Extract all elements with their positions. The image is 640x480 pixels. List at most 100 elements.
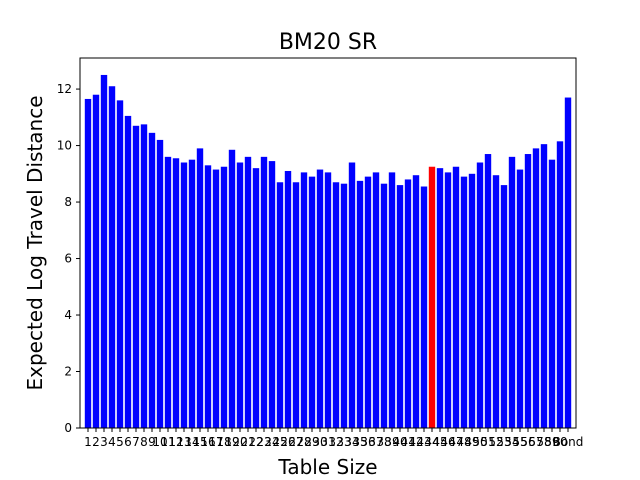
bar-5 — [116, 100, 124, 429]
x-tick-label-5: 5 — [116, 435, 124, 449]
bar-1 — [84, 98, 92, 428]
x-tick-label-6: 6 — [124, 435, 132, 449]
bar-57 — [532, 148, 540, 428]
x-tick-label-14: 14 — [184, 435, 199, 449]
bar-26 — [284, 170, 292, 429]
x-tick-label-2: 2 — [92, 435, 100, 449]
x-tick-label-55: 55 — [512, 435, 527, 449]
x-tick-label-58: 58 — [536, 435, 551, 449]
bar-8 — [140, 124, 148, 429]
x-tick-label-59: 59 — [544, 435, 559, 449]
x-tick-label-12: 12 — [168, 435, 183, 449]
x-tick-label-38: 38 — [376, 435, 391, 449]
bar-23 — [260, 156, 268, 428]
x-tick-label-40: 40 — [392, 435, 407, 449]
y-tick-label-0: 0 — [64, 421, 72, 435]
bar-17 — [212, 169, 220, 428]
x-tick-label-34: 34 — [344, 435, 359, 449]
bar-54 — [508, 156, 516, 428]
x-tick-label-19: 19 — [224, 435, 239, 449]
x-tick-label-50: 50 — [472, 435, 487, 449]
x-tick-label-4: 4 — [108, 435, 116, 449]
x-tick-label-56: 56 — [520, 435, 535, 449]
bar-9 — [148, 132, 156, 428]
bar-32 — [332, 182, 340, 428]
bar-33 — [340, 183, 348, 428]
plot-frame — [79, 57, 577, 429]
bar-Bond — [564, 97, 572, 428]
x-tick-label-7: 7 — [132, 435, 140, 449]
bar-6 — [124, 115, 132, 429]
bar-14 — [188, 159, 196, 428]
bar-35 — [356, 180, 364, 428]
x-tick-label-29: 29 — [304, 435, 319, 449]
bar-18 — [220, 166, 228, 429]
x-tick-label-45: 45 — [432, 435, 447, 449]
bar-21 — [244, 156, 252, 428]
bar-39 — [388, 172, 396, 428]
y-tick-label-8: 8 — [64, 195, 72, 209]
x-tick-label-9: 9 — [148, 435, 156, 449]
x-tick-label-3: 3 — [100, 435, 108, 449]
x-tick-label-31: 31 — [320, 435, 335, 449]
x-tick-label-46: 46 — [440, 435, 455, 449]
x-tick-label-11: 11 — [160, 435, 175, 449]
x-tick-label-20: 20 — [232, 435, 247, 449]
x-tick-label-36: 36 — [360, 435, 375, 449]
x-tick-label-24: 24 — [264, 435, 279, 449]
bar-31 — [324, 172, 332, 428]
x-tick-label-26: 26 — [280, 435, 295, 449]
bar-24 — [268, 161, 276, 428]
x-tick-label-1: 1 — [84, 435, 92, 449]
x-tick-label-23: 23 — [256, 435, 271, 449]
bar-15 — [196, 148, 204, 428]
x-tick-label-32: 32 — [328, 435, 343, 449]
bar-13 — [180, 162, 188, 428]
bar-55 — [516, 169, 524, 428]
bar-45 — [436, 168, 444, 428]
bar-50 — [476, 162, 484, 428]
bar-52 — [492, 175, 500, 428]
bar-53 — [500, 185, 508, 428]
bar-22 — [252, 168, 260, 428]
bar-30 — [316, 169, 324, 428]
x-tick-label-35: 35 — [352, 435, 367, 449]
x-tick-label-8: 8 — [140, 435, 148, 449]
bar-49 — [468, 173, 476, 428]
x-tick-label-49: 49 — [464, 435, 479, 449]
x-tick-label-42: 42 — [408, 435, 423, 449]
bar-41 — [404, 179, 412, 428]
bar-12 — [172, 158, 180, 428]
x-tick-label-53: 53 — [496, 435, 511, 449]
bar-40 — [396, 185, 404, 428]
x-tick-label-10: 10 — [152, 435, 167, 449]
bar-56 — [524, 154, 532, 428]
bar-11 — [164, 156, 172, 428]
x-tick-label-60: 60 — [552, 435, 567, 449]
chart-title: BM20 SR — [279, 30, 377, 55]
x-tick-label-Bond: Bond — [553, 435, 584, 449]
x-tick-label-17: 17 — [208, 435, 223, 449]
x-tick-label-13: 13 — [176, 435, 191, 449]
bar-20 — [236, 162, 244, 428]
x-tick-label-21: 21 — [240, 435, 255, 449]
bar-29 — [308, 176, 316, 428]
x-tick-label-41: 41 — [400, 435, 415, 449]
bar-4 — [108, 86, 116, 429]
bar-42 — [412, 175, 420, 428]
x-tick-label-25: 25 — [272, 435, 287, 449]
bar-2 — [92, 94, 100, 428]
bars-group — [84, 74, 572, 429]
bar-37 — [372, 172, 380, 428]
y-tick-label-2: 2 — [64, 365, 72, 379]
x-tick-label-43: 43 — [416, 435, 431, 449]
x-tick-label-52: 52 — [488, 435, 503, 449]
x-tick-label-22: 22 — [248, 435, 263, 449]
bar-28 — [300, 172, 308, 428]
x-tick-label-44: 44 — [424, 435, 439, 449]
bar-16 — [204, 165, 212, 428]
bar-7 — [132, 125, 140, 428]
x-axis-label: Table Size — [277, 455, 377, 479]
x-tick-label-33: 33 — [336, 435, 351, 449]
x-tick-group: 1 2 3 4 5 6 7 8 91011121314151617181920212223242… — [84, 428, 583, 449]
